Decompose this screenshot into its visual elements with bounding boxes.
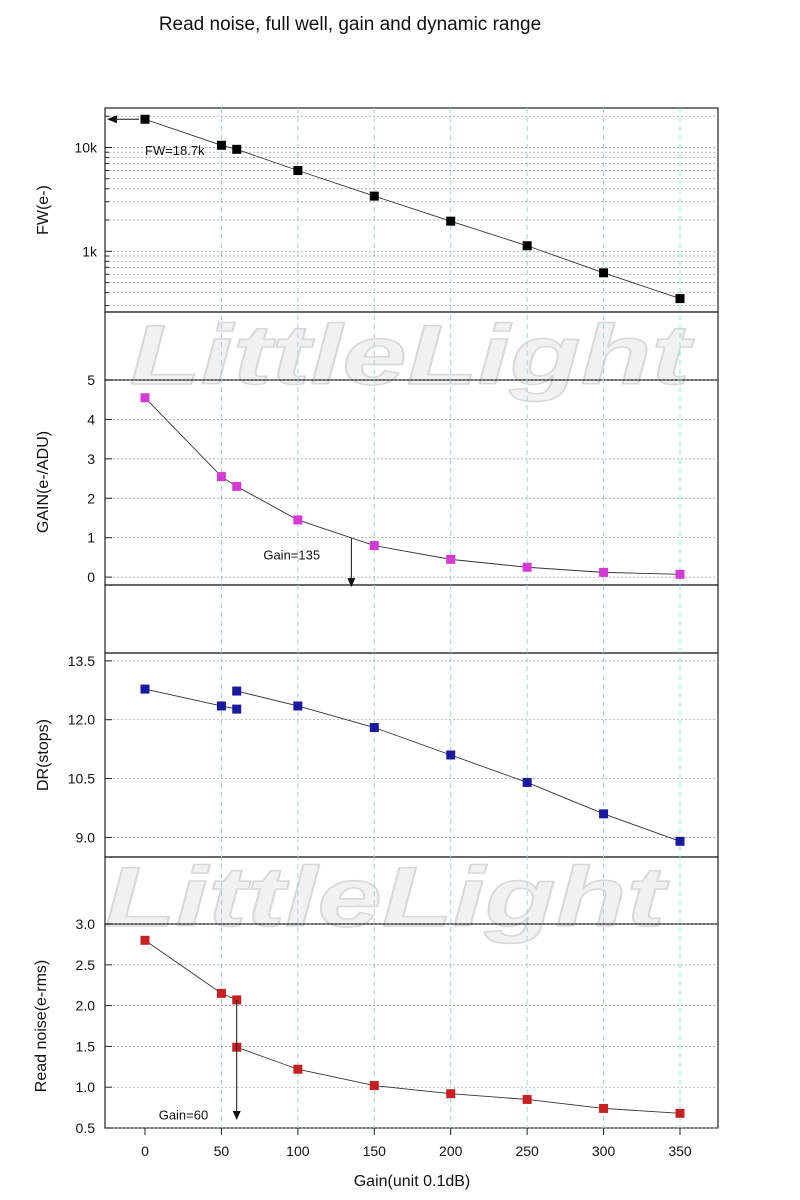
data-point-2-2 bbox=[232, 704, 242, 714]
x-tick-label-2: 100 bbox=[286, 1143, 310, 1159]
data-point-0-5 bbox=[446, 216, 456, 226]
series-line-1-0 bbox=[144, 397, 681, 575]
x-tick-label-6: 300 bbox=[592, 1143, 616, 1159]
y-tick-label-2-0: 9.0 bbox=[76, 829, 96, 845]
y-tick-label-2-3: 13.5 bbox=[68, 653, 95, 669]
data-point-1-1 bbox=[216, 472, 226, 482]
x-tick-label-0: 0 bbox=[141, 1143, 149, 1159]
data-point-0-0 bbox=[140, 114, 150, 124]
data-point-2-9 bbox=[675, 836, 685, 846]
y-tick-label-1-1: 1 bbox=[87, 530, 95, 546]
fw-arrow-head bbox=[107, 115, 117, 124]
data-point-1-7 bbox=[599, 567, 609, 577]
y-tick-label-2-2: 12.0 bbox=[68, 712, 95, 728]
data-point-1-4 bbox=[369, 541, 379, 551]
data-point-0-8 bbox=[675, 294, 685, 304]
gain-annotation-label-1: Gain=135 bbox=[263, 547, 320, 562]
y-tick-label-3-5: 3.0 bbox=[76, 916, 96, 932]
data-point-0-1 bbox=[216, 140, 226, 150]
watermark-text-lower: LittleLight bbox=[105, 850, 669, 944]
data-point-0-6 bbox=[522, 241, 532, 251]
data-point-2-5 bbox=[369, 723, 379, 733]
annotations: FW=18.7k Gain=135 Gain=60 bbox=[107, 115, 356, 1123]
gain-arrow-head-3 bbox=[232, 1111, 241, 1120]
series-line-2-1 bbox=[236, 690, 681, 842]
panel-frame-3 bbox=[104, 584, 719, 654]
watermark-text-upper: LittleLight bbox=[130, 308, 694, 402]
y-tick-label-1-0: 0 bbox=[87, 569, 95, 585]
data-point-2-3 bbox=[232, 686, 242, 696]
panel-frame-2 bbox=[104, 379, 719, 586]
y-axis-label-3: Read noise(e-rms) bbox=[33, 960, 50, 1092]
x-tick-label-7: 350 bbox=[668, 1143, 692, 1159]
data-point-1-3 bbox=[293, 515, 303, 525]
y-tick-label-0-0: 1k bbox=[82, 243, 98, 259]
data-point-0-2 bbox=[232, 144, 242, 154]
data-point-3-1 bbox=[216, 988, 226, 998]
y-tick-label-2-1: 10.5 bbox=[68, 771, 95, 787]
data-point-2-7 bbox=[522, 777, 532, 787]
data-point-3-7 bbox=[522, 1094, 532, 1104]
y-tick-label-1-4: 4 bbox=[87, 411, 95, 427]
watermark-group: LittleLight LittleLight bbox=[104, 307, 695, 945]
data-point-3-5 bbox=[369, 1081, 379, 1091]
x-axis-label: Gain(unit 0.1dB) bbox=[354, 1173, 471, 1190]
data-point-1-0 bbox=[140, 393, 150, 403]
x-tick-label-5: 250 bbox=[515, 1143, 539, 1159]
panel-frames bbox=[104, 107, 719, 1129]
y-tick-label-3-0: 0.5 bbox=[76, 1120, 96, 1136]
data-point-2-1 bbox=[216, 701, 226, 711]
panel-frame-4 bbox=[104, 652, 719, 858]
data-point-0-7 bbox=[599, 268, 609, 278]
series-line-3-1 bbox=[236, 1046, 681, 1114]
y-tick-labels: 1k 10k 0 1 2 3 4 5 9.0 10.5 12.0 13.5 0.5 1.0 1.5 2.0 2.… bbox=[68, 115, 112, 1136]
data-point-2-4 bbox=[293, 701, 303, 711]
gain-arrow-head-1 bbox=[347, 578, 356, 588]
y-axis-label-0: FW(e-) bbox=[35, 185, 52, 235]
data-point-1-8 bbox=[675, 569, 685, 579]
data-point-2-8 bbox=[599, 809, 609, 819]
x-tick-label-1: 50 bbox=[214, 1143, 230, 1159]
y-tick-label-3-3: 2.0 bbox=[76, 998, 96, 1014]
fw-annotation-label: FW=18.7k bbox=[145, 143, 205, 158]
y-axis-label-2: DR(stops) bbox=[35, 719, 52, 791]
y-tick-label-1-2: 2 bbox=[87, 490, 95, 506]
x-tick-labels: 0 50 100 150 200 250 300 350 bbox=[141, 1128, 692, 1159]
data-point-2-6 bbox=[446, 750, 456, 760]
x-tick-label-4: 200 bbox=[439, 1143, 463, 1159]
data-point-3-8 bbox=[599, 1103, 609, 1113]
data-point-1-2 bbox=[232, 481, 242, 491]
x-tick-label-3: 150 bbox=[363, 1143, 387, 1159]
data-point-1-5 bbox=[446, 554, 456, 564]
data-point-1-6 bbox=[522, 562, 532, 572]
data-point-3-0 bbox=[140, 935, 150, 945]
data-point-0-3 bbox=[293, 165, 303, 175]
y-tick-label-1-3: 3 bbox=[87, 451, 95, 467]
data-point-0-4 bbox=[369, 191, 379, 201]
series-markers bbox=[140, 114, 685, 1118]
panel-frame-6 bbox=[104, 923, 719, 1129]
data-point-3-6 bbox=[446, 1089, 456, 1099]
gain-annotation-label-3: Gain=60 bbox=[159, 1108, 209, 1123]
data-point-2-0 bbox=[140, 684, 150, 694]
y-tick-label-3-2: 1.5 bbox=[76, 1038, 96, 1054]
page-title: Read noise, full well, gain and dynamic … bbox=[158, 14, 542, 35]
data-point-3-9 bbox=[675, 1108, 685, 1118]
y-tick-label-0-1: 10k bbox=[74, 139, 98, 155]
data-point-3-4 bbox=[293, 1064, 303, 1074]
y-tick-label-1-5: 5 bbox=[87, 372, 95, 388]
y-tick-label-3-4: 2.5 bbox=[76, 957, 96, 973]
panel-grids bbox=[105, 108, 718, 1129]
y-tick-label-3-1: 1.0 bbox=[76, 1079, 96, 1095]
panel-frame-0 bbox=[104, 107, 719, 313]
y-axis-label-1: GAIN(e-/ADU) bbox=[35, 431, 52, 533]
y-axis-labels: FW(e-) GAIN(e-/ADU) DR(stops) Read noise(e-… bbox=[33, 185, 52, 1092]
